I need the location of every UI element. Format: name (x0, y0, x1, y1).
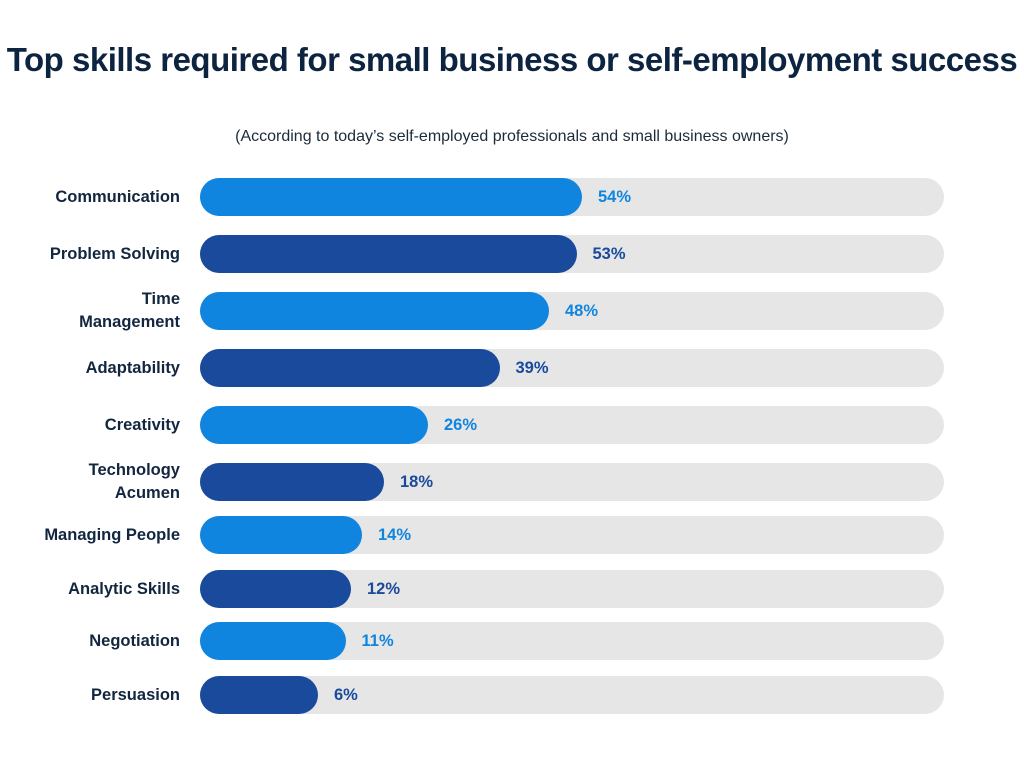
bar-track (200, 676, 944, 714)
category-label: Persuasion (0, 676, 180, 714)
category-label-text: Negotiation (89, 631, 180, 650)
category-label: Analytic Skills (0, 570, 180, 608)
bar-row: Technology Acumen 18% (0, 461, 1024, 502)
bar-row: Negotiation 11% (0, 622, 1024, 660)
category-label: Communication (0, 178, 180, 216)
value-label: 54% (598, 188, 632, 206)
bar-row: Creativity 26% (0, 406, 1024, 444)
bar-row: Managing People 14% (0, 516, 1024, 554)
category-label: Technology Acumen (0, 461, 180, 502)
bar-row: Analytic Skills 12% (0, 570, 1024, 608)
bar (200, 178, 582, 216)
value-label: 53% (592, 245, 626, 263)
category-label: Managing People (0, 516, 180, 554)
bar (200, 292, 549, 330)
bar (200, 463, 384, 501)
category-label: Adaptability (0, 349, 180, 387)
category-label-text: Communication (55, 187, 180, 206)
bar (200, 622, 346, 660)
category-label: Problem Solving (0, 235, 180, 273)
category-label-text: Managing People (44, 525, 180, 544)
bar-row: Persuasion 6% (0, 676, 1024, 714)
value-label: 14% (378, 526, 412, 544)
chart-title: Top skills required for small business o… (6, 41, 1018, 78)
value-label: 39% (515, 359, 549, 377)
bar-row: Adaptability 39% (0, 349, 1024, 387)
category-label-text: Analytic Skills (68, 579, 180, 598)
category-label: Time Management (0, 290, 180, 331)
value-label: 6% (334, 686, 358, 704)
bar (200, 516, 362, 554)
bar-row: Time Management 48% (0, 290, 1024, 331)
value-label: 48% (565, 302, 599, 320)
value-label: 11% (361, 632, 394, 650)
chart-subtitle: (According to today’s self-employed prof… (235, 128, 789, 145)
bar-row: Communication 54% (0, 178, 1024, 216)
bar-row: Problem Solving 53% (0, 235, 1024, 273)
category-label-text: Technology Acumen (88, 461, 180, 502)
bar (200, 676, 318, 714)
value-label: 18% (400, 473, 434, 491)
category-label-text: Time Management (79, 290, 180, 331)
value-label: 12% (367, 580, 401, 598)
category-label: Creativity (0, 406, 180, 444)
category-label-text: Creativity (104, 415, 180, 434)
bar (200, 235, 577, 273)
bar (200, 570, 351, 608)
category-label-text: Problem Solving (49, 244, 180, 263)
category-label-text: Adaptability (85, 358, 180, 377)
value-label: 26% (444, 416, 478, 434)
bar (200, 406, 428, 444)
category-label: Negotiation (0, 622, 180, 660)
bar (200, 349, 500, 387)
category-label-text: Persuasion (91, 685, 180, 704)
